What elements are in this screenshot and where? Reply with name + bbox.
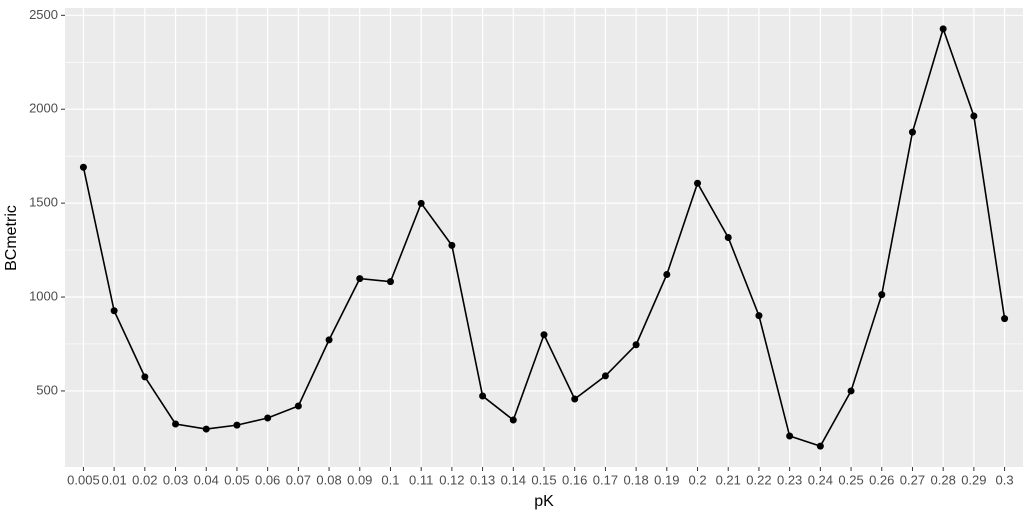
x-tick-label: 0.12 <box>439 472 464 487</box>
point <box>755 312 763 320</box>
y-tick-label: 1000 <box>29 288 58 303</box>
x-tick-label: 0.29 <box>961 472 986 487</box>
y-tick-label: 2000 <box>29 101 58 116</box>
point <box>448 241 456 249</box>
point <box>356 275 364 283</box>
point <box>294 402 302 410</box>
x-tick-label: 0.13 <box>470 472 495 487</box>
x-axis-title: pK <box>534 493 554 510</box>
x-tick-label: 0.22 <box>746 472 771 487</box>
x-tick-label: 0.06 <box>255 472 280 487</box>
point <box>970 112 978 120</box>
point <box>878 291 886 299</box>
x-tick-label: 0.03 <box>163 472 188 487</box>
point <box>1001 315 1009 323</box>
point <box>110 307 118 315</box>
x-tick-label: 0.04 <box>194 472 219 487</box>
point <box>79 163 87 171</box>
point <box>386 278 394 286</box>
x-tick-label: 0.21 <box>716 472 741 487</box>
x-tick-label: 0.17 <box>593 472 618 487</box>
x-tick-label: 0.18 <box>623 472 648 487</box>
point <box>264 414 272 422</box>
point <box>939 25 947 33</box>
x-tick-label: 0.005 <box>67 472 100 487</box>
point <box>724 234 732 241</box>
point <box>202 425 210 433</box>
point <box>172 420 180 428</box>
y-tick-label: 1500 <box>29 195 58 210</box>
x-tick-label: 0.19 <box>654 472 679 487</box>
point <box>908 128 916 136</box>
x-tick-label: 0.08 <box>316 472 341 487</box>
x-tick-label: 0.25 <box>838 472 863 487</box>
y-tick-label: 500 <box>36 382 58 397</box>
point <box>509 416 517 424</box>
x-tick-label: 0.11 <box>409 472 433 487</box>
x-tick-label: 0.01 <box>101 472 126 487</box>
point <box>816 442 824 450</box>
x-tick-label: 0.26 <box>869 472 894 487</box>
point <box>786 432 794 440</box>
point <box>601 372 609 380</box>
x-tick-label: 0.15 <box>531 472 556 487</box>
x-tick-label: 0.16 <box>562 472 587 487</box>
y-axis-title: BCmetric <box>3 205 20 271</box>
x-tick-label: 0.28 <box>931 472 956 487</box>
x-tick-label: 0.07 <box>286 472 311 487</box>
x-tick-label: 0.3 <box>996 472 1014 487</box>
point <box>540 331 548 339</box>
x-tick-label: 0.02 <box>132 472 157 487</box>
x-tick-label: 0.27 <box>900 472 925 487</box>
x-tick-label: 0.1 <box>381 472 399 487</box>
point <box>141 373 149 381</box>
point <box>325 336 333 344</box>
x-tick-label: 0.23 <box>777 472 802 487</box>
x-tick-label: 0.2 <box>688 472 706 487</box>
x-tick-label: 0.24 <box>808 472 833 487</box>
point <box>847 387 855 395</box>
point <box>233 421 241 429</box>
x-tick-label: 0.09 <box>347 472 372 487</box>
point <box>663 270 671 278</box>
point <box>417 199 425 207</box>
point <box>694 179 702 187</box>
point <box>571 395 579 403</box>
x-tick-label: 0.05 <box>224 472 249 487</box>
point <box>479 392 487 400</box>
y-tick-label: 2500 <box>29 7 58 22</box>
x-tick-label: 0.14 <box>501 472 526 487</box>
point <box>632 341 640 349</box>
